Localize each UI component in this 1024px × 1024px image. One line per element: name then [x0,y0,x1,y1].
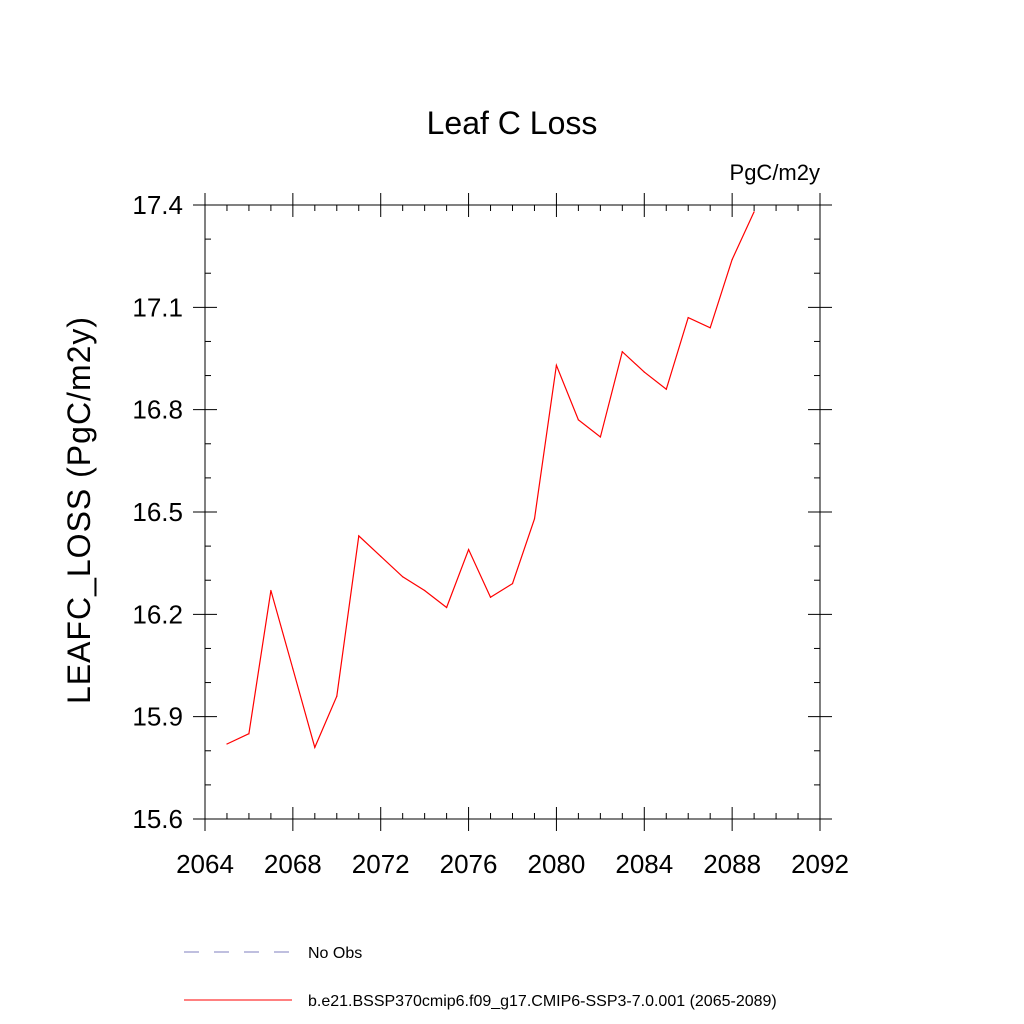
series-point [358,535,360,537]
axis-tick-labels: 2064 2068 2072 2076 2080 2084 2088 2092 15.6 15.9… [132,190,849,879]
series-line [226,211,755,750]
x-tick-label: 2068 [264,849,322,879]
series-point [424,589,426,592]
series-point [533,518,536,520]
series-point [731,258,733,261]
series-point [248,733,250,735]
series-point [446,606,448,609]
series-point [753,211,755,213]
y-axis-label: LEAFC_LOSS (PgC/m2y) [61,316,97,704]
x-tick-label: 2076 [440,849,498,879]
series-point [577,419,579,421]
series-point [380,555,382,557]
series-point [709,327,711,329]
x-tick-label: 2064 [176,849,234,879]
y-tick-label: 15.9 [132,702,183,732]
x-tick-label: 2080 [528,849,586,879]
y-tick-label: 15.6 [132,804,183,834]
x-tick-label: 2088 [703,849,761,879]
series-point [314,746,316,748]
axis-ticks [193,193,832,831]
units-label: PgC/m2y [730,160,820,185]
y-tick-label: 16.2 [132,599,183,629]
y-tick-label: 16.8 [132,395,183,425]
x-tick-label: 2072 [352,849,410,879]
series-point [270,589,272,592]
plot-frame [204,204,821,820]
series-point [687,316,689,319]
series-point [292,668,294,670]
series-layer [226,211,755,750]
series-point [643,371,645,373]
series-point [489,596,492,598]
legend: No Obs b.e21.BSSP370cmip6.f09_g17.CMIP6-S… [184,945,777,1010]
series-point [511,583,514,585]
x-tick-label: 2092 [791,849,849,879]
legend-label: b.e21.BSSP370cmip6.f09_g17.CMIP6-SSP3-7.… [308,993,777,1010]
series-point [665,388,667,390]
x-tick-label: 2084 [615,849,673,879]
series-point [336,695,338,697]
legend-label: No Obs [308,945,362,962]
series-point [402,576,404,578]
chart-title: Leaf C Loss [427,105,598,141]
series-point [599,436,601,438]
series-point [467,548,470,551]
y-tick-label: 16.5 [132,497,183,527]
y-tick-label: 17.4 [132,190,183,220]
y-tick-label: 17.1 [132,292,183,322]
series-point [621,351,623,353]
series-point [555,364,558,366]
series-point [226,743,228,745]
